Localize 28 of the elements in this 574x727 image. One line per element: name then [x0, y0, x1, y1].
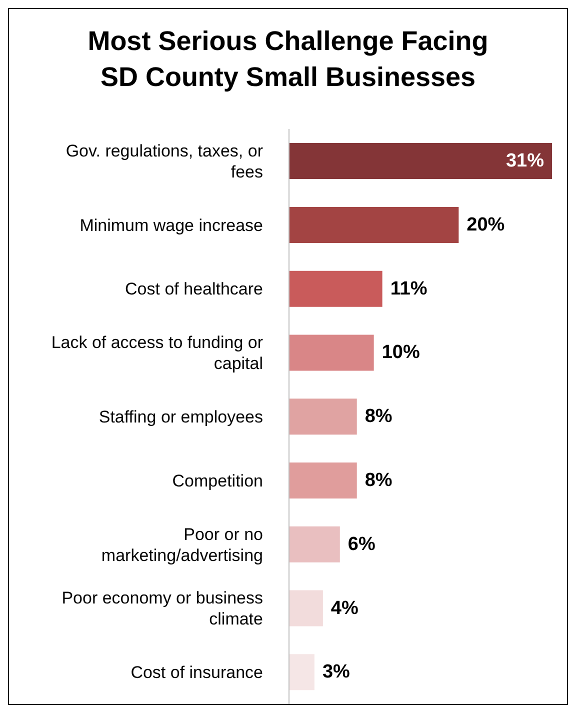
y-tick-label: Poor or no marketing/advertising [101, 524, 263, 564]
data-label: 8% [364, 406, 392, 428]
y-tick-label: Poor economy or business climate [62, 588, 263, 628]
bar [289, 334, 374, 371]
bar [289, 654, 314, 690]
data-label: 31% [506, 150, 544, 172]
y-tick-label: Cost of healthcare [125, 279, 263, 298]
data-label: 10% [382, 342, 420, 364]
bar [289, 590, 323, 626]
data-label: 8% [364, 470, 392, 491]
y-tick-label: Competition [172, 470, 263, 490]
data-label: 4% [330, 598, 358, 619]
bar [289, 526, 340, 562]
y-tick-label: Cost of insurance [130, 662, 263, 682]
bar [289, 143, 552, 180]
bar [289, 462, 357, 498]
y-tick-label: Staffing or employees [98, 407, 263, 426]
bar [289, 206, 459, 243]
data-label: 11% [390, 278, 428, 300]
chart-title: Most Serious Challenge Facing SD County Small Businesses [86, 25, 490, 94]
data-label: 3% [322, 662, 350, 683]
data-label: 6% [348, 534, 376, 555]
bar [289, 398, 357, 435]
y-tick-label: Lack of access to funding or capital [51, 332, 264, 373]
bar [289, 270, 382, 307]
y-tick-label: Gov. regulations, taxes, or fees [66, 140, 264, 181]
data-label: 20% [466, 214, 505, 236]
y-tick-label: Minimum wage increase [80, 215, 263, 234]
